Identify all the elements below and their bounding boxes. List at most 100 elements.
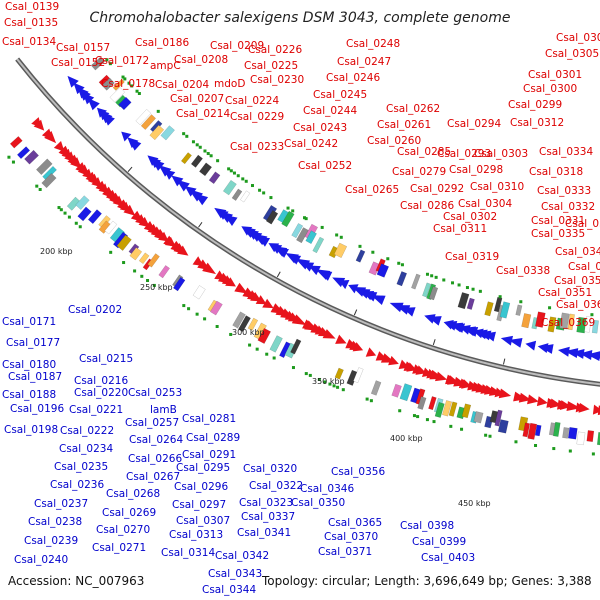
feature-dot xyxy=(78,225,82,229)
summary-text: Topology: circular; Length: 3,696,649 bp… xyxy=(261,574,592,588)
reverse-gene-arrow xyxy=(579,350,593,360)
feature-dot xyxy=(416,415,420,419)
forward-gene-label: Csal_0172 xyxy=(95,55,149,67)
feature-block xyxy=(461,403,472,419)
feature-block xyxy=(312,236,325,254)
forward-gene-label: Csal_0208 xyxy=(174,54,228,66)
feature-dot xyxy=(244,179,248,183)
reverse-gene-label: lamB xyxy=(150,404,177,416)
reverse-gene-arrow xyxy=(525,340,537,351)
feature-dot xyxy=(108,62,112,66)
feature-block xyxy=(396,271,408,287)
forward-gene-label: ampC xyxy=(150,60,181,72)
feature-block xyxy=(109,87,126,103)
forward-gene-label: Csal_0178 xyxy=(101,78,155,90)
reverse-gene-label: Csal_0253 xyxy=(128,387,182,399)
forward-gene-label: Csal_0139 xyxy=(5,1,59,13)
feature-block xyxy=(370,380,382,396)
forward-gene-label: Csal_0135 xyxy=(4,17,58,29)
forward-gene-arrow xyxy=(176,245,189,256)
forward-gene-arrow xyxy=(164,236,176,247)
feature-block xyxy=(24,149,39,165)
feature-dot xyxy=(304,217,308,221)
tick-label: 200 kbp xyxy=(40,247,73,256)
feature-block xyxy=(584,316,592,333)
forward-gene-label: Csal_0186 xyxy=(135,37,189,49)
feature-block xyxy=(41,172,57,189)
forward-gene-label: Csal_0207 xyxy=(170,93,224,105)
feature-block xyxy=(399,383,413,402)
feature-dot xyxy=(488,434,492,438)
feature-dot xyxy=(369,399,373,403)
feature-block xyxy=(173,276,186,292)
feature-dot xyxy=(258,188,262,192)
forward-gene-label: Csal_0209 xyxy=(210,40,264,52)
feature-block xyxy=(291,223,304,239)
feature-dot xyxy=(442,278,446,282)
forward-gene-label: Csal_0300 xyxy=(523,83,577,95)
feature-block xyxy=(140,114,156,130)
feature-dot xyxy=(432,420,436,424)
forward-gene-label: Csal_0245 xyxy=(313,89,367,101)
feature-block xyxy=(576,431,586,446)
feature-dot xyxy=(434,275,438,279)
forward-gene-arrow xyxy=(578,402,590,413)
reverse-gene-arrow xyxy=(224,214,238,226)
feature-dot xyxy=(291,366,295,370)
feature-dot xyxy=(265,352,269,356)
reverse-gene-label: Csal_0240 xyxy=(14,554,68,566)
feature-dot xyxy=(320,225,324,229)
feature-dot xyxy=(460,427,464,431)
forward-gene-label: Csal_0318 xyxy=(529,166,583,178)
feature-dot xyxy=(534,444,538,448)
reverse-gene-label: Csal_0346 xyxy=(300,483,354,495)
reverse-gene-label: Csal_0295 xyxy=(176,462,230,474)
forward-gene-label: Csal_0304 xyxy=(458,198,512,210)
feature-dot xyxy=(123,77,127,81)
reverse-gene-label: Csal_0216 xyxy=(74,375,128,387)
feature-dot xyxy=(63,211,67,215)
forward-gene-label: Csal_0157 xyxy=(56,42,110,54)
forward-gene-arrow xyxy=(70,157,82,169)
reverse-gene-arrow xyxy=(258,236,271,247)
reverse-gene-label: Csal_0269 xyxy=(102,507,156,519)
reverse-gene-arrow xyxy=(395,305,411,315)
map-title: Chromohalobacter salexigens DSM 3043, co… xyxy=(90,10,511,26)
feature-block xyxy=(208,171,221,185)
forward-gene-label: Csal_0331 xyxy=(531,215,585,227)
feature-block xyxy=(180,152,192,165)
reverse-gene-label: Csal_0257 xyxy=(125,417,179,429)
feature-block xyxy=(138,252,150,265)
forward-gene-label: Csal_0247 xyxy=(337,56,391,68)
reverse-gene-arrow xyxy=(571,348,585,359)
reverse-gene-arrow xyxy=(348,284,359,294)
forward-gene-label: Csal_0338 xyxy=(496,265,550,277)
feature-dot xyxy=(339,235,343,239)
feature-block xyxy=(448,401,458,417)
feature-block xyxy=(353,367,364,384)
feature-dot xyxy=(514,440,518,444)
feature-dot xyxy=(430,274,434,278)
forward-gene-arrow xyxy=(388,355,399,366)
forward-gene-label: Csal_0265 xyxy=(345,184,399,196)
reverse-gene-label: Csal_0350 xyxy=(291,497,345,509)
forward-gene-arrow xyxy=(53,140,65,152)
reverse-gene-label: Csal_0289 xyxy=(186,432,240,444)
feature-block xyxy=(77,206,92,222)
feature-block xyxy=(484,301,494,317)
feature-block xyxy=(257,327,271,344)
forward-gene-label: Csal_0204 xyxy=(155,79,209,91)
feature-block xyxy=(305,230,317,245)
feature-block xyxy=(231,188,243,201)
forward-gene-label: Csal_0292 xyxy=(410,183,464,195)
feature-block xyxy=(376,263,390,278)
feature-block xyxy=(104,220,118,235)
feature-dot xyxy=(182,132,186,136)
reverse-gene-arrow xyxy=(289,255,302,265)
reverse-gene-label: Csal_0264 xyxy=(129,434,183,446)
forward-gene-arrow xyxy=(536,396,548,407)
forward-gene-label: Csal_0301 xyxy=(528,69,582,81)
forward-gene-label: Csal_0248 xyxy=(346,38,400,50)
reverse-gene-label: Csal_0187 xyxy=(8,371,62,383)
feature-block xyxy=(87,209,102,224)
